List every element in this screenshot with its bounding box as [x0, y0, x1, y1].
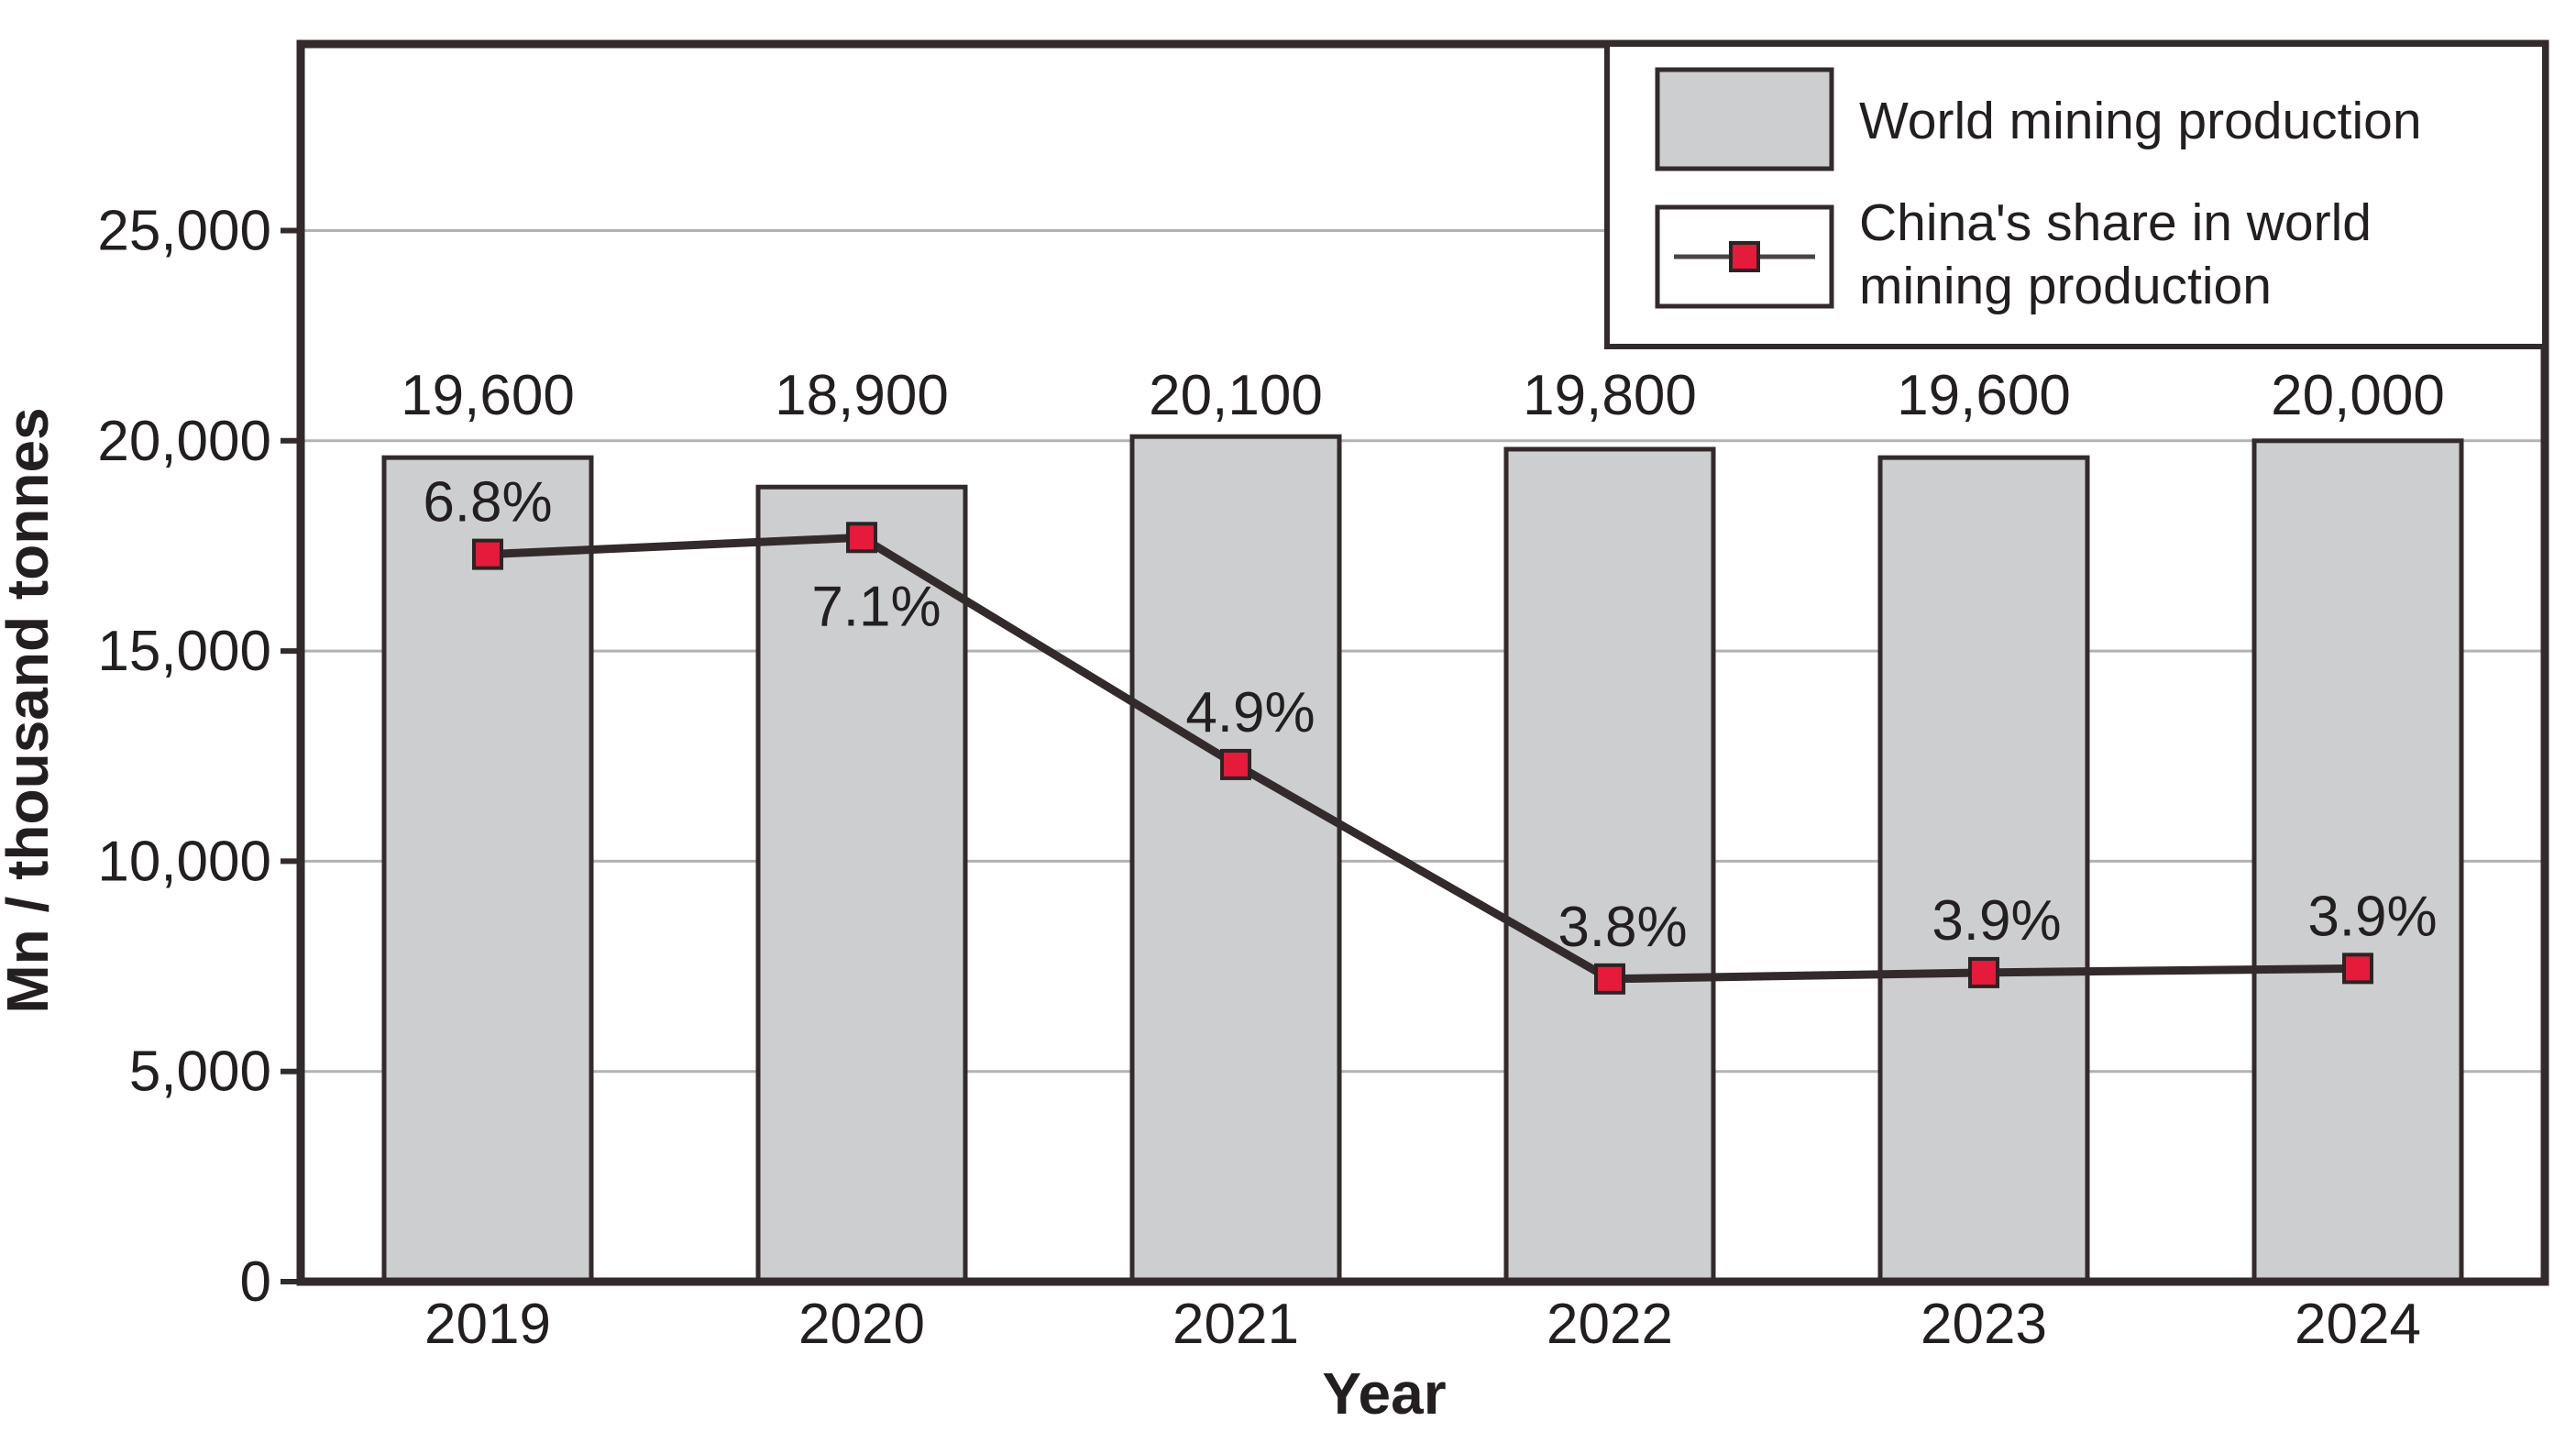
legend-marker-icon	[1729, 241, 1760, 272]
bar-value-label-2022: 19,800	[1523, 364, 1697, 427]
share-label-2020: 7.1%	[811, 575, 941, 638]
x-tick-label-2021: 2021	[1172, 1293, 1299, 1356]
x-tick-label-2020: 2020	[798, 1293, 925, 1356]
y-axis-title: Mn / thousand tonnes	[0, 407, 61, 1013]
legend-label-bar-series: World mining production	[1859, 92, 2422, 150]
x-tick-label-2022: 2022	[1547, 1293, 1673, 1356]
share-marker-2021	[1220, 748, 1251, 780]
x-tick-label-2024: 2024	[2295, 1293, 2421, 1356]
share-line	[487, 533, 2359, 984]
y-tick-label-25000: 25,000	[97, 200, 271, 263]
bar-2021	[1129, 434, 1342, 1284]
share-marker-2019	[472, 538, 503, 570]
y-tick-label-15000: 15,000	[97, 620, 271, 683]
y-tick-label-5000: 5,000	[129, 1041, 271, 1104]
bar-value-label-2024: 20,000	[2271, 364, 2445, 427]
x-axis-title: Year	[1322, 1360, 1446, 1426]
bar-2023	[1877, 455, 2090, 1284]
bar-2022	[1503, 446, 1716, 1284]
share-label-2021: 4.9%	[1185, 681, 1315, 744]
bar-2019	[381, 455, 594, 1284]
plot-border	[296, 39, 2549, 1286]
bar-2024	[2251, 438, 2464, 1284]
share-marker-2024	[2342, 953, 2373, 985]
share-marker-2020	[846, 522, 877, 554]
bar-value-label-2021: 20,100	[1149, 364, 1323, 427]
share-label-2019: 6.8%	[423, 471, 552, 534]
share-label-2023: 3.9%	[1932, 889, 2061, 953]
x-tick-label-2023: 2023	[1921, 1293, 2047, 1356]
share-label-2022: 3.8%	[1558, 896, 1687, 959]
share-label-2024: 3.9%	[2307, 885, 2437, 948]
legend-swatch-bar-series	[1655, 67, 1834, 171]
bar-value-label-2023: 19,600	[1897, 364, 2071, 427]
x-tick-label-2019: 2019	[424, 1293, 551, 1356]
bar-2020	[755, 484, 968, 1284]
y-tick-label-0: 0	[240, 1250, 271, 1314]
legend-label-line-series-1: China's share in world	[1859, 193, 2372, 252]
share-marker-2023	[1968, 956, 1999, 988]
legend-label-line-series-2: mining production	[1859, 257, 2272, 315]
bar-value-label-2020: 18,900	[775, 364, 949, 427]
y-tick-label-10000: 10,000	[97, 830, 271, 893]
y-tick-label-20000: 20,000	[97, 410, 271, 473]
bar-value-label-2019: 19,600	[401, 364, 575, 427]
share-marker-2022	[1594, 963, 1625, 995]
